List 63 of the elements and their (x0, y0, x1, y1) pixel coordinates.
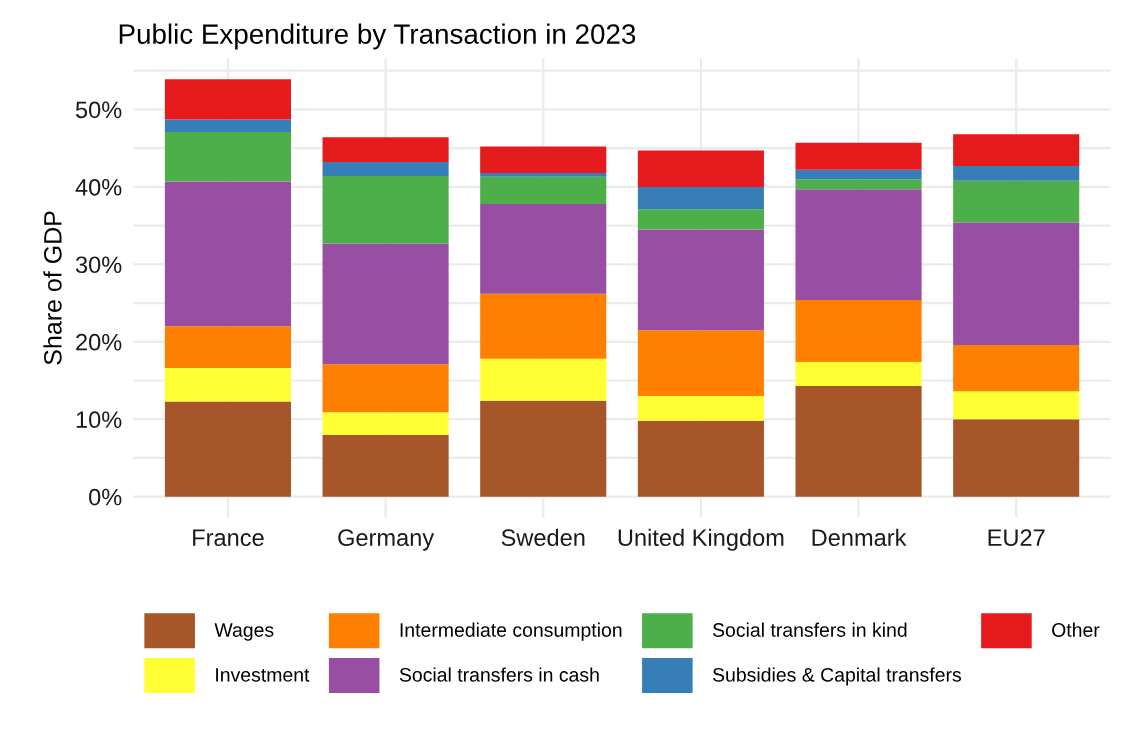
x-tick-label: Sweden (501, 528, 585, 547)
bar (795, 179, 922, 190)
legend-label: Social transfers in cash (399, 667, 599, 682)
bar (637, 330, 764, 396)
bar (480, 293, 607, 359)
bar (637, 420, 764, 497)
x-tick-label: Germany (338, 529, 435, 551)
y-tick-label: 0% (89, 488, 122, 506)
y-tick-label: 40% (75, 178, 122, 196)
bar (164, 79, 291, 120)
bar (164, 368, 291, 402)
bar (795, 142, 922, 170)
bar (164, 131, 291, 182)
bar (953, 419, 1080, 497)
bar (322, 243, 449, 365)
bar (637, 229, 764, 331)
bar (322, 162, 449, 177)
bar (480, 358, 607, 401)
legend-label: Intermediate consumption (400, 622, 622, 641)
bar (480, 146, 607, 173)
bar (953, 180, 1080, 223)
bar (795, 361, 922, 386)
bar (795, 299, 922, 362)
x-tick-label: United Kingdom (618, 528, 784, 551)
chart-title: Public Expenditure by Transaction in 2023 (119, 23, 636, 50)
bar (953, 165, 1080, 181)
y-tick-label: 50% (75, 101, 122, 119)
y-axis-title: Share of GDP (43, 211, 62, 365)
bar (322, 137, 449, 163)
legend-label: Other (1052, 622, 1100, 637)
y-tick-label: 10% (76, 411, 122, 429)
bar (322, 412, 449, 435)
y-tick-label: 20% (76, 333, 122, 351)
legend-label: Investment (216, 668, 310, 682)
bar (795, 169, 922, 180)
bar (480, 400, 607, 497)
bar (953, 134, 1080, 166)
bar (637, 396, 764, 421)
bar (480, 203, 607, 294)
bar (164, 181, 291, 327)
bar (480, 172, 607, 177)
bar (164, 326, 291, 369)
bar (637, 186, 764, 210)
bar (637, 150, 764, 187)
bar (953, 344, 1080, 392)
bar (164, 401, 291, 497)
y-tick-label: 30% (75, 256, 122, 274)
legend-label: Wages (214, 623, 274, 641)
bar (953, 222, 1080, 345)
legend-label: Social transfers in kind (712, 622, 907, 637)
legend-label: Subsidies & Capital transfers (712, 667, 962, 686)
bar (795, 189, 922, 300)
bar (637, 209, 764, 230)
bar (953, 391, 1080, 420)
bar (795, 385, 922, 497)
bar (322, 364, 449, 413)
x-tick-label: France (193, 529, 264, 547)
bar (164, 119, 291, 132)
bar (480, 176, 607, 204)
x-tick-label: EU27 (988, 529, 1045, 547)
x-tick-label: Denmark (812, 528, 907, 547)
bar (322, 176, 449, 244)
bar (322, 434, 449, 497)
